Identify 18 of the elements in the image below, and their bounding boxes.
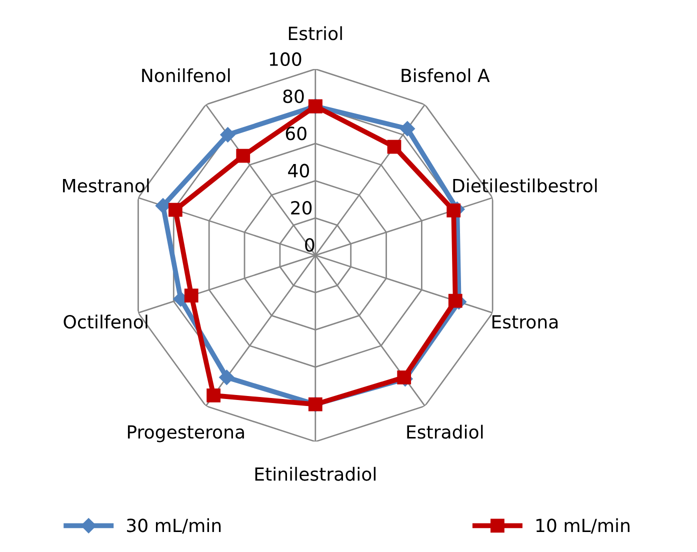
- y-tick-label: 0: [305, 238, 314, 252]
- y-tick-label: 60: [286, 126, 306, 140]
- spoke-label: Progesterona: [128, 425, 244, 442]
- spoke-label: Estriol: [288, 26, 342, 40]
- legend-label: 30 mL/min: [127, 518, 221, 534]
- spoke-label: Nonilfenol: [142, 68, 230, 82]
- y-tick-label: 40: [288, 164, 309, 178]
- spoke-label: Etinilestradiol: [255, 466, 376, 481]
- legend-label: 10 mL/min: [536, 518, 630, 534]
- y-tick-label: 20: [291, 200, 312, 215]
- spoke-label: Bisfenol A: [402, 68, 490, 82]
- spoke-label: Mestranol: [63, 178, 149, 192]
- spoke-label: Octilfenol: [64, 314, 148, 329]
- spoke-label: Dietilestilbestrol: [453, 178, 597, 192]
- spoke-label: Estrona: [492, 315, 558, 329]
- y-tick-label: 80: [283, 89, 304, 104]
- spoke-label: Estradiol: [407, 424, 483, 439]
- y-tick-label: 100: [270, 52, 302, 66]
